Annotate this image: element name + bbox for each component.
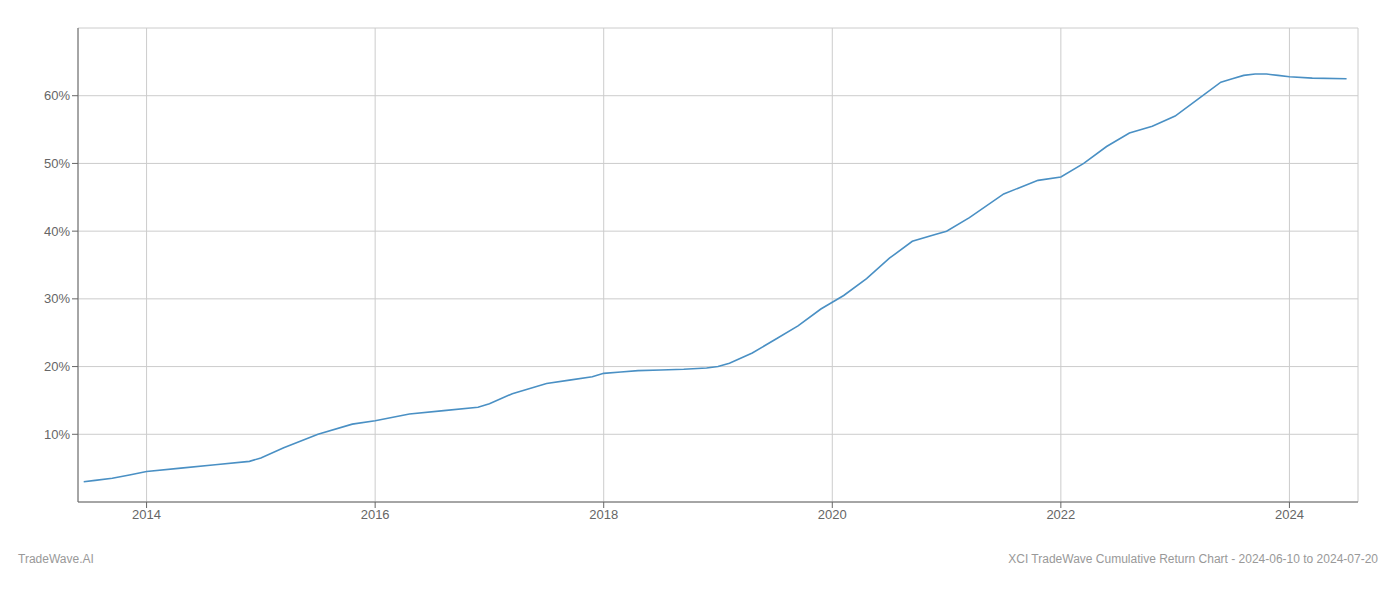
svg-text:10%: 10% <box>44 427 70 442</box>
svg-text:2014: 2014 <box>132 507 161 522</box>
svg-text:20%: 20% <box>44 359 70 374</box>
svg-text:2020: 2020 <box>818 507 847 522</box>
html-text:XCI TradeWave Cumulative Retur: XCI TradeWave Cumulative Return Chart - … <box>1008 552 1378 566</box>
svg-text:2018: 2018 <box>589 507 618 522</box>
svg-text:40%: 40% <box>44 224 70 239</box>
html-text:TradeWave.AI: TradeWave.AI <box>18 552 94 566</box>
svg-text:2016: 2016 <box>361 507 390 522</box>
svg-text:2022: 2022 <box>1046 507 1075 522</box>
svg-text:2024: 2024 <box>1275 507 1304 522</box>
svg-text:50%: 50% <box>44 156 70 171</box>
svg-text:30%: 30% <box>44 291 70 306</box>
svg-text:60%: 60% <box>44 88 70 103</box>
